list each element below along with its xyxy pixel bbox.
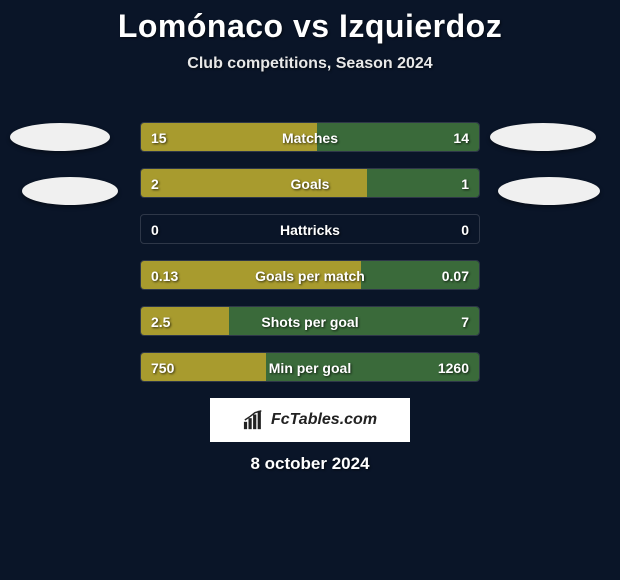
stat-row: 2.57Shots per goal: [140, 306, 480, 336]
stat-row: 0.130.07Goals per match: [140, 260, 480, 290]
stat-row: 21Goals: [140, 168, 480, 198]
page-title: Lomónaco vs Izquierdoz: [0, 0, 620, 45]
stat-label: Goals per match: [141, 261, 479, 290]
subtitle: Club competitions, Season 2024: [0, 55, 620, 73]
stat-label: Matches: [141, 123, 479, 152]
logo-text: FcTables.com: [271, 411, 377, 429]
avatar-placeholder-left-1: [10, 123, 110, 151]
stat-row: 00Hattricks: [140, 214, 480, 244]
stat-label: Hattricks: [141, 215, 479, 244]
avatar-placeholder-right-1: [490, 123, 596, 151]
stats-chart: 1514Matches 21Goals 00Hattricks 0.130.07Goa…: [140, 122, 480, 398]
logo-box: FcTables.com: [210, 398, 410, 442]
stat-label: Min per goal: [141, 353, 479, 382]
stat-row: 1514Matches: [140, 122, 480, 152]
stat-label: Shots per goal: [141, 307, 479, 336]
fctables-icon: [243, 410, 265, 430]
date-label: 8 october 2024: [0, 454, 620, 474]
stat-label: Goals: [141, 169, 479, 198]
avatar-placeholder-left-2: [22, 177, 118, 205]
avatar-placeholder-right-2: [498, 177, 600, 205]
stat-row: 7501260Min per goal: [140, 352, 480, 382]
